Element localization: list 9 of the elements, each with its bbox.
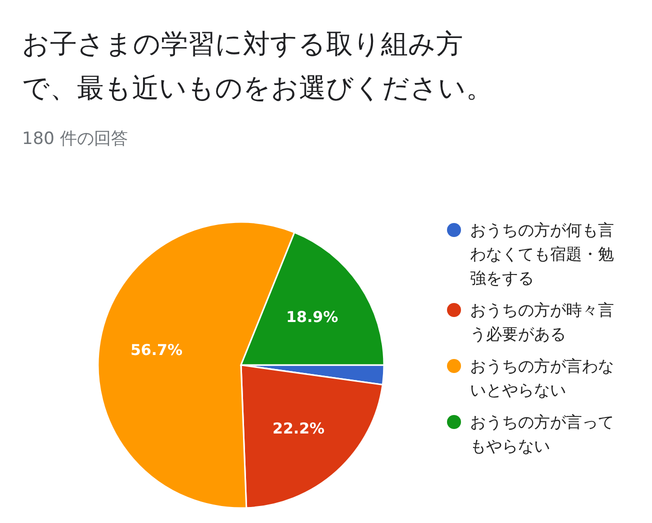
legend-label: おうちの方が時々言う必要がある <box>470 300 614 344</box>
legend-label: おうちの方が何も言わなくても宿題・勉強をする <box>470 220 614 288</box>
data-label: 56.7% <box>130 341 182 360</box>
chart-title: お子さまの学習に対する取り組み方で、最も近いものをお選びください。 <box>22 29 493 104</box>
legend-label: おうちの方が言わないとやらない <box>470 356 614 400</box>
legend-label: おうちの方が言ってもやらない <box>470 412 614 456</box>
data-label: 18.9% <box>286 308 338 326</box>
data-label: 22.2% <box>272 420 325 438</box>
chart-subtitle: 180 件の回答 <box>22 129 128 149</box>
